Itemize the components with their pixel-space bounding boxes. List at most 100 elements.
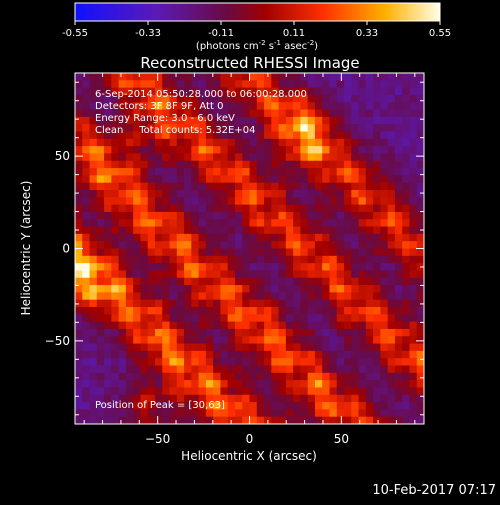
heatmap-cell bbox=[82, 292, 91, 301]
heatmap-cell bbox=[125, 182, 134, 191]
heatmap-cell bbox=[104, 211, 112, 220]
heatmap-cell bbox=[344, 387, 352, 396]
heatmap-cell bbox=[351, 248, 360, 257]
heatmap-cell bbox=[293, 402, 301, 410]
heatmap-cell bbox=[394, 175, 403, 184]
heatmap-cell bbox=[373, 307, 381, 315]
heatmap-cell bbox=[278, 73, 287, 81]
heatmap-cell bbox=[358, 255, 367, 264]
heatmap-cell bbox=[118, 387, 127, 396]
heatmap-cell bbox=[402, 182, 411, 191]
heatmap-cell bbox=[322, 292, 331, 301]
heatmap-cell bbox=[402, 190, 411, 198]
heatmap-cell bbox=[322, 299, 331, 308]
heatmap-cell bbox=[96, 380, 105, 389]
heatmap-cell bbox=[264, 211, 272, 220]
heatmap-cell bbox=[111, 416, 120, 424]
info-line-detectors: Detectors: 3F 8F 9F, Att 0 bbox=[95, 101, 223, 112]
heatmap-cell bbox=[147, 160, 156, 169]
heatmap-cell bbox=[409, 314, 418, 323]
heatmap-cell bbox=[82, 175, 91, 184]
heatmap-cell bbox=[380, 204, 389, 213]
heatmap-cell bbox=[322, 233, 331, 242]
heatmap-cell bbox=[307, 402, 316, 410]
heatmap-cell bbox=[394, 277, 403, 286]
heatmap-cell bbox=[256, 131, 265, 140]
heatmap-cell bbox=[213, 409, 222, 418]
heatmap-cell bbox=[96, 160, 105, 169]
heatmap-cell bbox=[380, 175, 389, 184]
heatmap-cell bbox=[402, 255, 411, 264]
heatmap-cell bbox=[96, 73, 105, 81]
heatmap-cell bbox=[169, 394, 178, 403]
heatmap-cell bbox=[191, 394, 200, 403]
heatmap-cell bbox=[89, 138, 98, 147]
heatmap-cell bbox=[409, 190, 418, 198]
heatmap-cell bbox=[322, 124, 331, 133]
heatmap-cell bbox=[220, 80, 229, 89]
heatmap-cell bbox=[89, 146, 98, 155]
heatmap-cell bbox=[191, 116, 200, 125]
heatmap-cell bbox=[104, 314, 112, 323]
heatmap-cell bbox=[402, 226, 411, 235]
heatmap-cell bbox=[104, 182, 112, 191]
heatmap-cell bbox=[220, 219, 229, 228]
heatmap-cell bbox=[205, 358, 214, 367]
heatmap-cell bbox=[205, 380, 214, 389]
heatmap-cell bbox=[300, 153, 309, 162]
heatmap-cell bbox=[256, 124, 265, 133]
heatmap-cell bbox=[96, 131, 105, 140]
heatmap-cell bbox=[285, 343, 294, 352]
heatmap-cell bbox=[322, 73, 331, 81]
heatmap-cell bbox=[184, 182, 192, 191]
heatmap-cell bbox=[307, 285, 316, 293]
chart-title: Reconstructed RHESSI Image bbox=[140, 54, 359, 72]
heatmap-cell bbox=[351, 255, 360, 264]
heatmap-cell bbox=[162, 292, 171, 301]
heatmap-cell bbox=[314, 299, 323, 308]
heatmap-cell bbox=[256, 292, 265, 301]
heatmap-cell bbox=[104, 270, 112, 279]
heatmap-cell bbox=[293, 226, 301, 235]
heatmap-cell bbox=[220, 380, 229, 389]
heatmap-cell bbox=[104, 102, 112, 111]
heatmap-cell bbox=[351, 350, 360, 359]
heatmap-cell bbox=[373, 102, 381, 111]
heatmap-cell bbox=[213, 153, 222, 162]
heatmap-cell bbox=[387, 285, 396, 293]
heatmap-cell bbox=[278, 292, 287, 301]
heatmap-cell bbox=[234, 204, 243, 213]
heatmap-cell bbox=[351, 102, 360, 111]
heatmap-cell bbox=[147, 204, 156, 213]
heatmap-cell bbox=[329, 124, 338, 133]
heatmap-cell bbox=[409, 277, 418, 286]
heatmap-cell bbox=[234, 226, 243, 235]
heatmap-cell bbox=[278, 321, 287, 330]
heatmap-cell bbox=[75, 197, 83, 206]
heatmap-cell bbox=[82, 87, 91, 96]
heatmap-cell bbox=[402, 299, 411, 308]
heatmap-cell bbox=[198, 102, 207, 111]
heatmap-cell bbox=[242, 241, 251, 250]
heatmap-cell bbox=[169, 292, 178, 301]
heatmap-cell bbox=[104, 190, 112, 198]
heatmap-cell bbox=[75, 211, 83, 220]
heatmap-cell bbox=[147, 387, 156, 396]
heatmap-cell bbox=[205, 124, 214, 133]
heatmap-cell bbox=[351, 233, 360, 242]
heatmap-cell bbox=[358, 358, 367, 367]
heatmap-cell bbox=[184, 307, 192, 315]
heatmap-cell bbox=[242, 182, 251, 191]
heatmap-cell bbox=[278, 160, 287, 169]
heatmap-cell bbox=[184, 328, 192, 337]
heatmap-cell bbox=[380, 372, 389, 381]
heatmap-cell bbox=[234, 131, 243, 140]
heatmap-cell bbox=[307, 387, 316, 396]
heatmap-cell bbox=[314, 124, 323, 133]
heatmap-cell bbox=[118, 94, 127, 103]
heatmap-cell bbox=[373, 175, 381, 184]
heatmap-cell bbox=[387, 190, 396, 198]
heatmap-cell bbox=[118, 146, 127, 155]
heatmap-cell bbox=[220, 131, 229, 140]
heatmap-cell bbox=[285, 402, 294, 410]
